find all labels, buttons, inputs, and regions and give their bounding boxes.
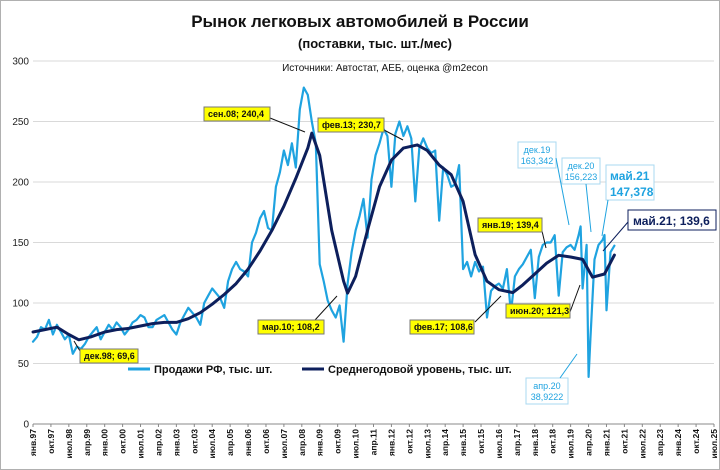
note-value: 147,378 [610, 185, 654, 199]
note-line: май.21; 139,6 [633, 214, 710, 228]
x-tick-label: окт.09 [333, 429, 343, 454]
y-tick-label: 200 [12, 178, 29, 189]
x-tick-label: окт.15 [476, 429, 486, 454]
y-tick-label: 0 [23, 420, 29, 431]
x-tick-label: апр.05 [225, 429, 235, 456]
legend-label-sales: Продажи РФ, тыс. шт. [154, 364, 272, 376]
chart-subtitle: (поставки, тыс. шт./мес) [298, 36, 452, 51]
callout-feb17: фев.17; 108,6 [409, 295, 502, 335]
x-tick-label: окт.06 [261, 429, 271, 454]
series-line-sales [31, 86, 616, 378]
x-tick-label: янв.97 [28, 429, 38, 456]
series-layer [31, 86, 616, 378]
note-may21-average: май.21; 139,6 [602, 209, 717, 252]
chart-source: Источники: Автостат, АЕБ, оценка @m2econ [282, 63, 488, 74]
x-tick-label: апр.23 [655, 429, 665, 456]
x-tick-label: окт.00 [118, 429, 128, 454]
x-tick-label: янв.21 [601, 429, 611, 456]
callout-mar10: мар.10; 108,2 [257, 295, 338, 335]
series-line-average [31, 131, 616, 342]
x-tick-label: июл.98 [64, 429, 74, 459]
callout-label: сен.08; 240,4 [208, 109, 264, 119]
x-axis: янв.97 окт.97 июл.98 апр.99 янв.00 окт.00 июл.… [28, 423, 719, 459]
note-line: май.21 [610, 169, 650, 183]
callout-label: янв.19; 139,4 [482, 220, 539, 230]
callout-label: июн.20; 121,3 [510, 306, 569, 316]
callout-label: дек.98; 69,6 [84, 351, 135, 361]
x-tick-label: апр.99 [82, 429, 92, 456]
chart-title: Рынок легковых автомобилей в России [191, 12, 529, 31]
x-tick-label: янв.12 [386, 429, 396, 456]
y-tick-label: 150 [12, 238, 29, 249]
x-tick-label: июл.04 [207, 429, 217, 459]
note-value: 163,342 [521, 156, 554, 166]
y-tick-label: 50 [18, 359, 30, 370]
callout-label: фев.17; 108,6 [414, 322, 473, 332]
x-tick-label: окт.03 [189, 429, 199, 454]
x-tick-label: янв.00 [100, 429, 110, 456]
note-dec20: дек.20 156,223 [561, 157, 601, 233]
x-tick-label: окт.97 [46, 429, 56, 454]
x-tick-label: янв.15 [458, 429, 468, 456]
x-tick-label: июл.13 [422, 429, 432, 459]
x-tick-label: июл.01 [136, 429, 146, 459]
x-tick-label: апр.20 [584, 429, 594, 456]
note-apr20: апр.20 38,9222 [525, 353, 578, 405]
legend-label-average: Среднегодовой уровень, тыс. шт. [328, 364, 512, 376]
y-tick-label: 300 [12, 57, 29, 68]
note-dec19: дек.19 163,342 [517, 141, 570, 226]
x-tick-label: апр.14 [440, 429, 450, 456]
blue-notes: дек.19 163,342 дек.20 156,223 апр.20 38,… [517, 141, 717, 405]
note-value: 38,9222 [531, 392, 564, 402]
x-tick-label: апр.08 [297, 429, 307, 456]
y-tick-label: 250 [12, 117, 29, 128]
note-line: апр.20 [533, 381, 560, 391]
x-tick-label: янв.24 [673, 429, 683, 456]
callout-dec98: дек.98; 69,6 [73, 340, 139, 364]
x-tick-label: окт.12 [404, 429, 414, 454]
x-tick-label: июл.22 [637, 429, 647, 459]
x-tick-label: окт.21 [619, 429, 629, 454]
x-tick-label: янв.06 [243, 429, 253, 456]
x-tick-label: окт.24 [691, 429, 701, 454]
x-tick-label: апр.11 [369, 429, 379, 456]
note-value: 156,223 [565, 172, 598, 182]
note-line: дек.19 [524, 145, 551, 155]
x-tick-label: янв.09 [315, 429, 325, 456]
x-tick-label: окт.18 [548, 429, 558, 454]
x-tick-label: июл.19 [566, 429, 576, 459]
y-axis: 0 50 100 150 200 250 300 [12, 57, 29, 431]
x-tick-label: июл.16 [494, 429, 504, 459]
note-may21-sales: май.21 147,378 [601, 164, 655, 237]
callout-feb13: фев.13; 230,7 [317, 117, 404, 141]
callout-jan19: янв.19; 139,4 [477, 217, 547, 249]
callout-sep08: сен.08; 240,4 [203, 106, 306, 133]
callout-label: фев.13; 230,7 [322, 120, 381, 130]
x-tick-label: апр.17 [512, 429, 522, 456]
x-tick-label: янв.03 [171, 429, 181, 456]
callout-jun20: июн.20; 121,3 [505, 284, 581, 319]
x-tick-label: апр.02 [153, 429, 163, 456]
x-tick-label: июл.10 [351, 429, 361, 459]
callouts: сен.08; 240,4 мар.10; 108,2 фев.13; 230,… [73, 106, 581, 364]
legend: Продажи РФ, тыс. шт. Среднегодовой урове… [128, 364, 512, 376]
note-line: дек.20 [568, 161, 595, 171]
y-tick-label: 100 [12, 299, 29, 310]
x-tick-label: янв.18 [530, 429, 540, 456]
callout-label: мар.10; 108,2 [262, 322, 320, 332]
x-tick-label: июл.25 [709, 429, 719, 459]
x-tick-label: июл.07 [279, 429, 289, 459]
